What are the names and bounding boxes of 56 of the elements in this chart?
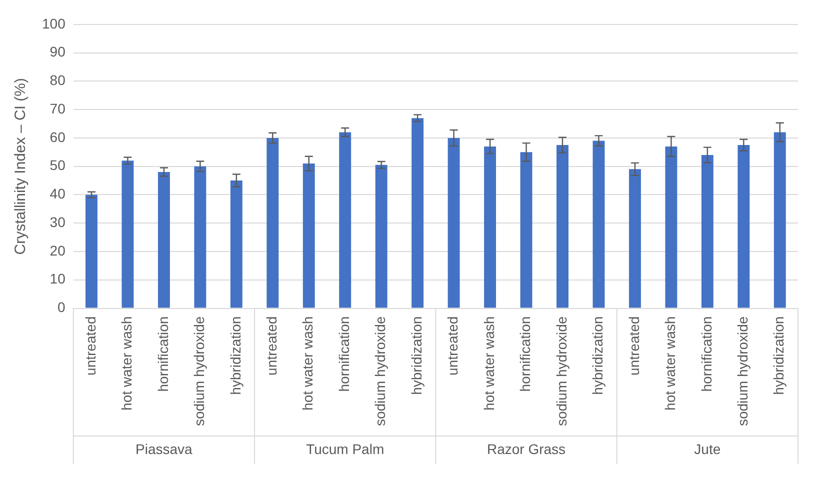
bar — [302, 164, 315, 308]
y-tick-label: 50 — [50, 157, 66, 174]
text: Jute — [694, 440, 721, 457]
y-tick-label: 90 — [50, 44, 66, 60]
bar — [520, 152, 532, 308]
x-tick-label: hornification — [698, 316, 714, 392]
text: Piassava — [136, 440, 193, 457]
y-tick-label: 20 — [50, 242, 66, 258]
bar — [122, 160, 134, 308]
x-tick-label: hot water wash — [662, 316, 678, 410]
y-tick-label: 40 — [50, 186, 66, 202]
bar — [85, 194, 98, 308]
x-tick-label: untreated — [263, 316, 280, 376]
bar — [448, 138, 460, 308]
y-tick-label: 30 — [50, 214, 66, 230]
x-tick-label: sodium hydroxide — [372, 316, 388, 426]
x-tick-label: hybridization — [227, 316, 244, 395]
x-tick-label: hot water wash — [480, 316, 497, 410]
x-tick-label: hybridization — [770, 316, 787, 395]
x-tick-label: untreated — [444, 316, 461, 376]
bar — [230, 180, 242, 308]
x-tick-label: untreated — [82, 316, 98, 376]
bar — [339, 132, 352, 308]
text: Tucum Palm — [306, 440, 384, 457]
bar — [628, 169, 641, 308]
bar — [592, 140, 605, 308]
x-tick-label: sodium hydroxide — [734, 316, 751, 426]
x-tick-label: hornification — [517, 316, 534, 392]
bar — [738, 145, 750, 308]
y-tick-label: 70 — [50, 100, 66, 116]
y-tick-label: 10 — [50, 270, 66, 287]
bar — [701, 154, 714, 308]
x-tick-label: hornification — [154, 316, 171, 392]
x-tick-label: hornification — [336, 316, 352, 392]
bar — [266, 138, 279, 308]
x-tick-label: untreated — [626, 316, 642, 376]
y-axis-title: Crystallinity Index – CI (%) — [12, 78, 30, 255]
text: Razor Grass — [486, 440, 566, 457]
bar — [484, 146, 496, 308]
x-tick-label: hot water wash — [300, 316, 316, 410]
x-tick-label: sodium hydroxide — [553, 316, 570, 426]
bar — [194, 166, 206, 308]
y-tick-label: 60 — [50, 128, 66, 145]
bar — [556, 145, 568, 308]
bar — [412, 118, 424, 308]
y-tick-label: 100 — [42, 15, 66, 32]
bar — [774, 132, 786, 308]
x-tick-label: hybridization — [408, 316, 424, 395]
x-tick-label: sodium hydroxide — [191, 316, 208, 426]
x-tick-label: hybridization — [590, 316, 606, 395]
y-tick-label: 80 — [50, 72, 66, 88]
bar — [158, 172, 170, 308]
x-tick-label: hot water wash — [118, 316, 135, 410]
bar — [665, 146, 678, 308]
bar — [375, 164, 388, 308]
y-tick-label: 0 — [58, 299, 66, 316]
